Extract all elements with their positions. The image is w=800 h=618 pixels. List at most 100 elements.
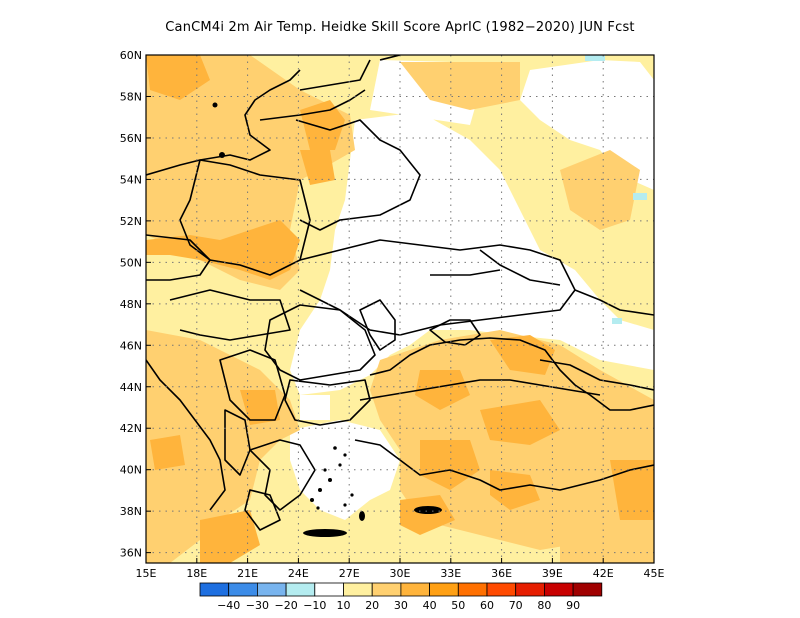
legend-swatch xyxy=(256,582,287,597)
legend-swatch xyxy=(314,582,344,597)
cyprus xyxy=(414,506,442,514)
legend-swatch xyxy=(515,582,545,597)
legend-label: −10 xyxy=(303,599,326,612)
skill-40-adriatic xyxy=(150,435,185,470)
ladoga-shore xyxy=(379,55,401,61)
legend-swatch xyxy=(544,582,574,597)
legend-swatch xyxy=(400,582,430,597)
belarus-border xyxy=(295,119,421,231)
legend-label: −30 xyxy=(246,599,269,612)
skill-30-north xyxy=(400,62,520,110)
skill-40-northwest xyxy=(146,55,210,100)
crimea-coast xyxy=(429,319,481,346)
peloponnese-coast xyxy=(244,489,281,531)
skill-minus10-patch-2 xyxy=(612,318,622,324)
skill-40-anatolia-central xyxy=(415,370,470,410)
skill-40-balkans xyxy=(240,390,280,425)
legend-swatch xyxy=(343,582,373,597)
skill-minus10-patch-1 xyxy=(633,193,647,200)
lat-tick-label: 48N xyxy=(120,298,142,311)
legend-swatch xyxy=(572,582,603,597)
legend-label: 30 xyxy=(394,599,408,612)
czech-border xyxy=(146,234,211,281)
legend-swatch xyxy=(228,582,258,597)
lat-tick-label: 52N xyxy=(120,215,142,228)
graticule xyxy=(146,55,654,563)
legend-label: 50 xyxy=(451,599,465,612)
cyclades-4 xyxy=(323,468,327,472)
chart-title: CanCM4i 2m Air Temp. Heidke Skill Score … xyxy=(165,20,635,35)
skill-40-caucasus xyxy=(490,335,555,375)
black-sea-coast xyxy=(369,337,654,411)
lat-tick-label: 56N xyxy=(120,132,142,145)
caucasus-border xyxy=(539,359,654,391)
bulgaria-border xyxy=(284,379,371,426)
legend-label: 10 xyxy=(337,599,351,612)
legend-label: −40 xyxy=(217,599,240,612)
legend-swatch xyxy=(285,582,316,597)
greece-coast xyxy=(249,439,316,511)
no-skill-belarus-ukraine xyxy=(290,112,654,395)
skill-30-russia-east xyxy=(560,150,640,230)
legend-label: 80 xyxy=(537,599,551,612)
color-legend: −40 −30 −20 −10 10 20 30 40 50 60 70 80 90 xyxy=(199,582,603,612)
aegean-island-1 xyxy=(338,463,342,467)
lat-tick-label: 50N xyxy=(120,256,142,269)
longitude-axis: 15E 18E 21E 24E 27E 30E 33E 36E 39E 42E 45E xyxy=(136,558,665,580)
lon-tick-label: 42E xyxy=(593,567,614,580)
eastern-border xyxy=(574,289,654,316)
legend-label: −20 xyxy=(274,599,297,612)
turkey-south-coast xyxy=(354,439,654,491)
estonia-border xyxy=(299,59,371,91)
country-borders xyxy=(146,55,654,531)
lon-tick-label: 30E xyxy=(390,567,411,580)
skill-40-italy xyxy=(200,510,260,563)
legend-label: 60 xyxy=(480,599,494,612)
no-skill-aegean xyxy=(290,420,400,520)
legend-swatch xyxy=(457,582,488,597)
legend-swatch xyxy=(429,582,459,597)
russia-ukraine-border xyxy=(479,249,561,286)
poland-border xyxy=(179,159,311,276)
cyclades-1 xyxy=(310,498,314,502)
lat-tick-label: 60N xyxy=(120,49,142,62)
romania-border xyxy=(264,304,376,381)
lat-tick-label: 40N xyxy=(120,464,142,477)
lat-tick-label: 38N xyxy=(120,505,142,518)
baltic-island xyxy=(212,102,218,108)
legend-swatch xyxy=(371,582,402,597)
lon-tick-label: 18E xyxy=(186,567,207,580)
lat-tick-label: 42N xyxy=(120,422,142,435)
aegean-island-3 xyxy=(333,446,337,450)
skill-30-balkans-anatolia xyxy=(146,330,300,563)
lon-tick-label: 27E xyxy=(339,567,360,580)
lon-tick-label: 15E xyxy=(136,567,157,580)
ukraine-border xyxy=(299,239,576,336)
moldova-border xyxy=(359,299,396,351)
lon-tick-label: 21E xyxy=(237,567,258,580)
lat-tick-label: 54N xyxy=(120,173,142,186)
dodecanese-1 xyxy=(343,503,347,507)
cyclades-2 xyxy=(318,488,322,492)
gotland xyxy=(219,152,225,158)
lon-tick-label: 24E xyxy=(288,567,309,580)
cyclades-5 xyxy=(316,506,320,510)
skill-40-poland-czech xyxy=(146,220,300,280)
lon-tick-label: 33E xyxy=(440,567,461,580)
skill-40-east-coast xyxy=(610,460,654,520)
lat-tick-label: 58N xyxy=(120,90,142,103)
aegean-island-2 xyxy=(343,453,347,457)
crete xyxy=(303,529,347,537)
skill-40-levant xyxy=(490,470,540,510)
legend-label: 40 xyxy=(423,599,437,612)
skill-level-minus10-patches xyxy=(585,55,647,324)
lat-tick-label: 46N xyxy=(120,339,142,352)
map-field xyxy=(146,55,654,563)
lon-tick-label: 39E xyxy=(542,567,563,580)
dodecanese-2 xyxy=(350,493,354,497)
italy-coast xyxy=(146,359,226,511)
russia-interior-border xyxy=(430,269,501,276)
skill-minus10-patch-3 xyxy=(585,55,605,61)
skill-level-40-areas xyxy=(146,55,654,563)
